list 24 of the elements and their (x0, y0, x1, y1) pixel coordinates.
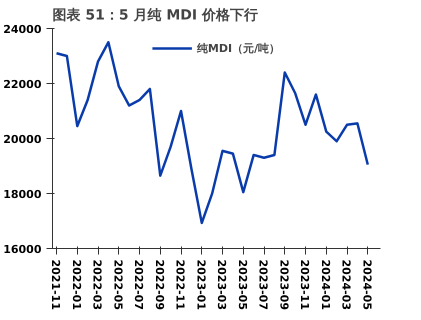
x-tick-label: 2024-03 (340, 260, 353, 310)
x-tick-label: 2022-01 (70, 260, 83, 310)
x-tick-label: 2021-11 (49, 260, 62, 310)
x-tick-label: 2023-05 (236, 260, 249, 310)
x-tick-label: 2023-07 (256, 260, 270, 310)
x-tick-label: 2022-09 (152, 260, 166, 310)
y-tick-label: 24000 (3, 23, 42, 36)
y-tick-label: 20000 (3, 133, 42, 146)
x-tick-label: 2022-07 (132, 260, 146, 310)
x-tick-label: 2023-09 (277, 260, 290, 310)
chart-title: 图表 51：5 月纯 MDI 价格下行 (52, 8, 258, 24)
x-tick-label: 2023-01 (194, 260, 208, 310)
y-tick-label: 16000 (3, 243, 42, 256)
x-tick-label: 2023-03 (215, 260, 228, 310)
x-tick-label: 2022-03 (90, 260, 104, 310)
y-tick-label: 22000 (3, 78, 42, 91)
legend-label: 纯MDI（元/吨） (196, 40, 280, 56)
x-tick-label: 2022-11 (174, 260, 187, 310)
y-tick-label: 18000 (3, 188, 42, 201)
x-tick-label: 2024-05 (360, 260, 374, 310)
line-series (55, 41, 370, 224)
x-tick-label: 2022-05 (111, 260, 124, 310)
x-tick-label: 2024-01 (318, 260, 332, 310)
x-tick-label: 2023-11 (298, 260, 312, 310)
